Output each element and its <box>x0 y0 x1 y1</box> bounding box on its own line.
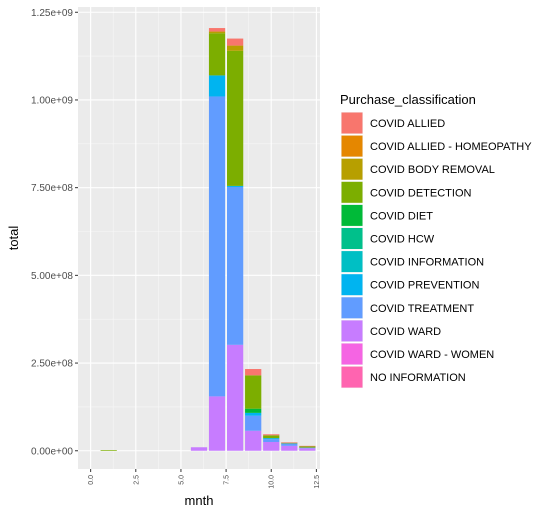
legend-swatch <box>341 320 363 342</box>
legend-label: NO INFORMATION <box>370 372 466 384</box>
legend-label: COVID HCW <box>370 234 435 246</box>
bar-segment <box>245 369 262 376</box>
bar-segment <box>245 412 262 416</box>
bar-segment <box>226 186 244 345</box>
y-tick-label: 5.00e+08 <box>31 271 73 282</box>
legend-swatch <box>341 343 363 365</box>
bar-segment <box>226 38 244 46</box>
bar-segment <box>226 50 244 186</box>
x-tick-label: 5.0 <box>178 475 185 485</box>
x-tick-label: 7.5 <box>224 475 231 485</box>
legend-swatch <box>341 251 363 273</box>
legend-title: Purchase_classification <box>340 92 476 107</box>
legend-label: COVID WARD <box>370 326 441 338</box>
bar-segment <box>299 447 316 449</box>
bar-segment <box>281 443 298 446</box>
legend-swatch <box>341 297 363 319</box>
bar-segment <box>299 448 316 451</box>
bar-segment <box>281 442 298 444</box>
legend-swatch <box>341 158 363 180</box>
bar-segment <box>100 450 117 451</box>
bar-segment <box>263 438 280 440</box>
x-tick-label: 0.0 <box>88 475 95 485</box>
bar-segment <box>245 375 262 409</box>
bar-segment <box>281 442 298 443</box>
legend-swatch <box>341 181 363 203</box>
x-axis-title: mnth <box>185 493 214 508</box>
y-axis-title: total <box>6 226 21 251</box>
x-axis: 0.0 2.5 5.0 7.5 10.0 12.5 <box>88 469 321 489</box>
legend-swatch <box>341 112 363 134</box>
bar-segment <box>245 408 262 413</box>
y-tick-label: 7.50e+08 <box>31 183 73 194</box>
legend-label: COVID INFORMATION <box>370 257 484 269</box>
legend-label: COVID DIET <box>370 210 433 222</box>
legend-label: COVID DETECTION <box>370 187 472 199</box>
legend: COVID ALLIED COVID ALLIED - HOMEOPATHY COV… <box>341 112 532 389</box>
bar-segment <box>208 96 226 397</box>
y-tick-label: 1.00e+09 <box>31 95 73 106</box>
bar-segment <box>299 446 316 448</box>
bar-segment <box>208 31 226 34</box>
legend-swatch <box>341 228 363 249</box>
bar-segment <box>299 445 316 447</box>
bar-segment <box>208 28 226 32</box>
bar-segment <box>245 415 262 431</box>
x-tick-label: 12.5 <box>314 475 321 489</box>
panel-background <box>78 7 320 469</box>
legend-swatch <box>341 274 363 296</box>
legend-label: COVID WARD - WOMEN <box>370 349 494 361</box>
bar-segment <box>263 441 280 451</box>
bar-segment <box>226 344 244 451</box>
bar-segment <box>190 447 208 451</box>
legend-swatch <box>341 366 363 388</box>
bar-segment <box>226 185 244 187</box>
y-axis: 0.00e+00 2.50e+08 5.00e+08 7.50e+08 1.00e+09… <box>31 8 78 457</box>
legend-swatch <box>341 135 363 157</box>
x-tick-label: 10.0 <box>269 475 276 489</box>
legend-label: COVID ALLIED - HOMEOPATHY <box>370 141 532 153</box>
y-tick-label: 2.50e+08 <box>31 359 73 370</box>
bar-segment <box>263 434 280 436</box>
legend-swatch <box>341 204 363 226</box>
y-tick-label: 0.00e+00 <box>31 446 73 457</box>
bar-segment <box>208 33 226 76</box>
x-tick-label: 2.5 <box>133 475 140 485</box>
bar-segment <box>245 430 262 451</box>
bars <box>100 28 316 451</box>
y-tick-label: 1.25e+09 <box>31 8 73 19</box>
legend-label: COVID BODY REMOVAL <box>370 164 495 176</box>
legend-label: COVID ALLIED <box>370 118 445 130</box>
bar-segment <box>208 396 226 451</box>
bar-segment <box>208 75 226 97</box>
legend-label: COVID TREATMENT <box>370 303 474 315</box>
legend-label: COVID PREVENTION <box>370 280 479 292</box>
bar-segment <box>226 45 244 51</box>
bar-segment <box>263 435 280 439</box>
grid <box>78 7 320 469</box>
bar-segment <box>263 439 280 442</box>
bar-segment <box>281 445 298 451</box>
